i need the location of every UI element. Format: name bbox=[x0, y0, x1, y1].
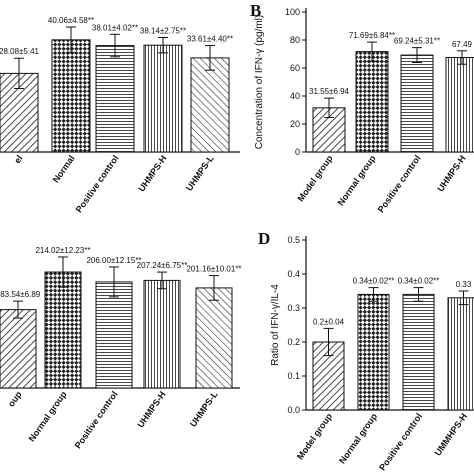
bar-2 bbox=[44, 271, 82, 389]
bar-3 bbox=[402, 293, 435, 411]
y-tick-label: 0.2 bbox=[287, 337, 300, 347]
bar-3 bbox=[95, 281, 133, 389]
y-tick-label: 100 bbox=[285, 7, 300, 17]
x-tick-label: Positive control bbox=[377, 411, 424, 472]
x-tick-label: Normal bbox=[51, 153, 77, 184]
bar-2 bbox=[357, 293, 390, 411]
data-label: 38.01±4.02** bbox=[92, 23, 138, 32]
bar-3 bbox=[95, 45, 135, 153]
data-label: 0.34±0.02** bbox=[398, 277, 440, 286]
x-tick-label: Model group bbox=[295, 411, 334, 461]
data-label: 0.34±0.02** bbox=[353, 277, 395, 286]
x-tick-label: UHMPS-H bbox=[136, 153, 168, 193]
x-tick-label: UHMPS-L bbox=[188, 389, 220, 429]
x-tick-label: Normal group bbox=[337, 411, 379, 465]
y-tick-label: 20 bbox=[290, 119, 300, 129]
chart-panel-c: 183.54±6.89 oup 214.02±12.23** Normal group… bbox=[0, 246, 242, 450]
y-tick-label: 0.4 bbox=[287, 269, 300, 279]
bar-3 bbox=[400, 54, 434, 153]
x-tick-label: UHMPS-H bbox=[135, 389, 167, 429]
y-tick-label: 0.0 bbox=[287, 405, 300, 415]
bar-4 bbox=[143, 44, 183, 153]
bar-4 bbox=[447, 297, 474, 411]
chart-panel-a: 28.08±5.41 el 40.06±4.58** Normal 38.01±4.02… bbox=[0, 16, 240, 214]
data-label: 40.06±4.58** bbox=[48, 16, 94, 25]
x-tick-label: oup bbox=[6, 389, 24, 409]
panel-letter: D bbox=[258, 229, 270, 248]
bar-5 bbox=[190, 57, 230, 153]
bar-4 bbox=[143, 279, 181, 389]
x-tick-label: Normal group bbox=[27, 389, 69, 443]
bar-4 bbox=[445, 57, 474, 153]
data-label: 67.49 bbox=[452, 40, 473, 49]
y-tick-label: 80 bbox=[290, 35, 300, 45]
x-tick-label: Positive control bbox=[73, 389, 120, 450]
x-tick-label: Normal group bbox=[336, 153, 378, 207]
x-tick-label: el bbox=[12, 153, 25, 165]
bar-5 bbox=[195, 287, 233, 389]
y-tick-label: 40 bbox=[290, 91, 300, 101]
x-tick-label: UMMHPS-H bbox=[433, 411, 470, 457]
data-label: 206.00±12.15** bbox=[86, 256, 141, 265]
data-label: 31.55±6.94 bbox=[309, 87, 350, 96]
y-tick-label: 0.1 bbox=[287, 371, 300, 381]
bar-2 bbox=[355, 51, 389, 153]
y-axis-label: Concentration of IFN-γ (pg/ml) bbox=[254, 15, 265, 150]
data-label: 71.69±6.84** bbox=[349, 31, 395, 40]
x-tick-label: Positive control bbox=[74, 153, 121, 214]
x-tick-label: UHMPS-L bbox=[184, 153, 216, 193]
y-tick-label: 60 bbox=[290, 63, 300, 73]
y-tick-label: 0.3 bbox=[287, 303, 300, 313]
y-axis-label: Ratio of IFN-γ/IL-4 bbox=[270, 284, 281, 366]
data-label: 28.08±5.41 bbox=[0, 47, 40, 56]
panel-letter: B bbox=[250, 1, 261, 20]
chart-panel-d: D Ratio of IFN-γ/IL-4 0.0 0.1 0.2 0.3 0.4 0.5 0.… bbox=[258, 229, 474, 472]
y-tick-label: 0.5 bbox=[287, 235, 300, 245]
x-tick-label: UHMPS-H bbox=[435, 153, 467, 193]
data-label: 214.02±12.23** bbox=[35, 246, 90, 255]
data-label: 38.14±2.75** bbox=[140, 27, 186, 36]
x-tick-label: Model group bbox=[295, 153, 334, 203]
bar-2 bbox=[51, 39, 91, 153]
bar-1 bbox=[0, 309, 37, 389]
y-tick-label: 0 bbox=[295, 147, 300, 157]
x-tick-label: Positive control bbox=[376, 153, 423, 214]
data-label: 207.24±6.75** bbox=[137, 261, 188, 270]
data-label: 69.24±5.31** bbox=[394, 37, 440, 46]
data-label: 201.16±10.01** bbox=[186, 265, 241, 274]
data-label: 183.54±6.89 bbox=[0, 290, 41, 299]
data-label: 33.61±4.40** bbox=[187, 35, 233, 44]
data-label: 0.33 bbox=[456, 280, 472, 289]
data-label: 0.2±0.04 bbox=[313, 317, 345, 326]
